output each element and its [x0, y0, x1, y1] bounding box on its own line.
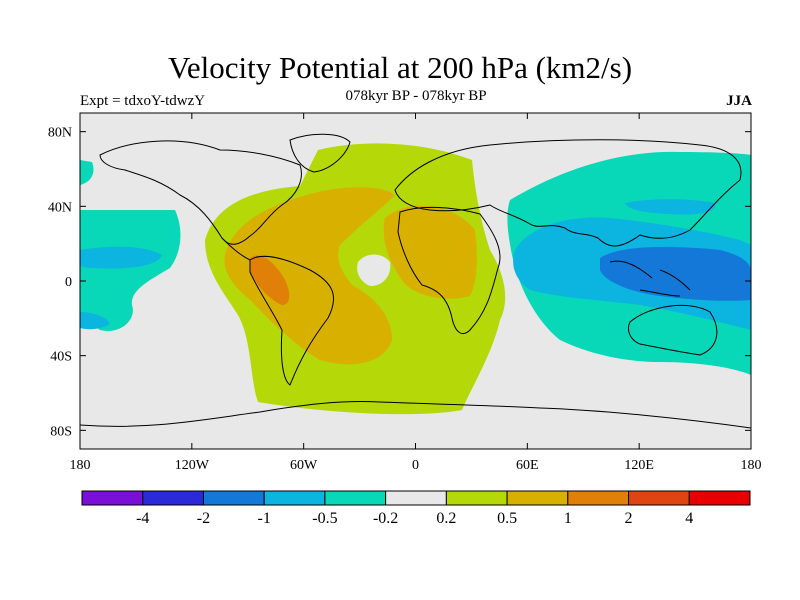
colorbar-label: 0.5	[497, 510, 517, 527]
contour-neutral-hole	[357, 254, 391, 286]
colorbar-label: -4	[136, 510, 149, 527]
map-title: Velocity Potential at 200 hPa (km2/s)	[167, 50, 633, 85]
colorbar-label: -1	[258, 510, 271, 527]
colorbar-swatch	[506, 490, 569, 506]
y-tick-label: 80N	[48, 126, 72, 141]
colorbar-label: 2	[625, 510, 633, 527]
x-tick-label: 60E	[516, 458, 539, 473]
x-tick-label: 120W	[175, 458, 210, 473]
coastline-south-america	[249, 255, 335, 386]
y-tick-label: 0	[65, 275, 72, 290]
contour-negative-0.5-west	[80, 246, 162, 269]
contour-negative-1-east	[600, 246, 751, 301]
colorbar-label: 4	[685, 510, 693, 527]
contour-negative-0.5-west-b	[80, 312, 110, 330]
y-tick-label: 40S	[50, 350, 72, 365]
colorbar-swatch	[324, 490, 387, 506]
colorbar-swatch	[445, 490, 508, 506]
coastline-north-america	[99, 140, 302, 245]
contour-negative-0.2-west-tip	[80, 160, 94, 185]
x-tick-label: 60W	[290, 458, 318, 473]
y-tick-label: 80S	[50, 424, 72, 439]
colorbar-swatch	[81, 490, 144, 506]
colorbar-swatch	[263, 490, 326, 506]
coastline-maritime-continent	[609, 260, 691, 297]
colorbar-swatch	[385, 490, 447, 506]
coastline-antarctica	[80, 401, 751, 429]
map-axes: 180 120W 60W 0 60E 120E 180 80N 40N 0 40S 80S	[48, 113, 762, 473]
coastline-eurasia	[394, 139, 742, 247]
colorbar-label: -0.5	[312, 510, 337, 527]
contour-negative-0.5-north	[625, 199, 716, 215]
coastline-australia	[627, 304, 718, 356]
contour-negative-0.2-west	[80, 210, 181, 331]
x-tick-label: 180	[70, 458, 91, 473]
coastlines	[80, 133, 751, 429]
colorbar-swatch	[567, 490, 630, 506]
x-tick-label: 120E	[624, 458, 654, 473]
colorbar-swatch	[142, 490, 204, 506]
contour-positive-0.5	[224, 187, 395, 365]
x-tick-label: 0	[412, 458, 419, 473]
colorbar-swatch	[688, 490, 751, 506]
x-tick-label: 180	[741, 458, 762, 473]
y-tick-label: 40N	[48, 200, 72, 215]
season-label: JJA	[726, 93, 752, 109]
experiment-label: Expt = tdxoY-tdwzY	[80, 93, 206, 109]
colorbar-swatch	[628, 490, 690, 506]
coastline-central-america	[221, 237, 251, 261]
contour-positive-0.5-africa	[383, 205, 477, 299]
coastline-greenland	[289, 133, 351, 173]
colorbar-label: 0.2	[436, 510, 456, 527]
coastline-africa	[397, 206, 501, 334]
map-panel	[80, 113, 751, 449]
colorbar-label: -2	[197, 510, 210, 527]
colorbar-swatch	[202, 490, 265, 506]
colorbar-label: -0.2	[373, 510, 398, 527]
map-subtitle: 078kyr BP - 078kyr BP	[345, 88, 487, 104]
colorbar-label: 1	[564, 510, 572, 527]
contour-positive-1	[250, 255, 290, 305]
colorbar: -4 -2 -1 -0.5 -0.2 0.2 0.5 1 2 4	[81, 490, 751, 527]
